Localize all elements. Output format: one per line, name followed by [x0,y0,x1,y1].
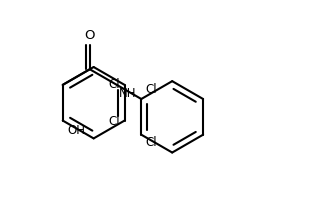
Text: Cl: Cl [145,136,157,149]
Text: Cl: Cl [145,83,157,96]
Text: OH: OH [67,124,85,137]
Text: O: O [85,30,95,43]
Text: Cl: Cl [109,115,120,128]
Text: NH: NH [119,87,136,100]
Text: Cl: Cl [109,78,120,91]
